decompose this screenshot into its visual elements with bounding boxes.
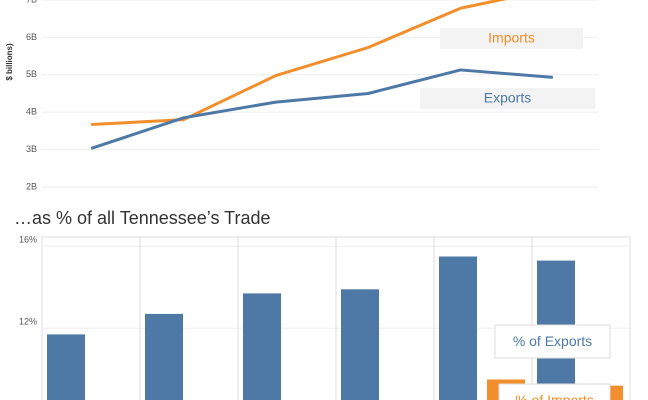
legend-label: Exports (484, 90, 531, 106)
y-tick-label: 12% (19, 317, 37, 327)
legend-label: % of Exports (513, 333, 592, 349)
y-tick-label: 3B (26, 144, 37, 154)
series-line (90, 68, 553, 150)
bar (243, 293, 281, 400)
y-tick-label: 6B (26, 32, 37, 42)
legend-box (494, 324, 611, 359)
legend-box (498, 383, 611, 400)
y-tick-label: 2B (26, 181, 37, 191)
plot-area (90, 0, 553, 150)
y-tick-label: 5B (26, 69, 37, 79)
legend-label: % of Imports (515, 392, 594, 400)
y-tick-label: 7B (26, 0, 37, 4)
bar (145, 313, 183, 400)
y-tick-label: 16% (19, 235, 37, 245)
chart-title: …as % of all Tennessee’s Trade (14, 208, 270, 228)
legend-label: Imports (488, 30, 535, 46)
bar (341, 289, 379, 400)
bar (47, 334, 85, 400)
legend-box (420, 88, 595, 109)
series-line (91, 0, 507, 127)
bar (439, 256, 477, 400)
legend-box (440, 28, 583, 49)
y-tick-label: 4B (26, 107, 37, 117)
y-axis-label: $ billions) (5, 43, 14, 81)
